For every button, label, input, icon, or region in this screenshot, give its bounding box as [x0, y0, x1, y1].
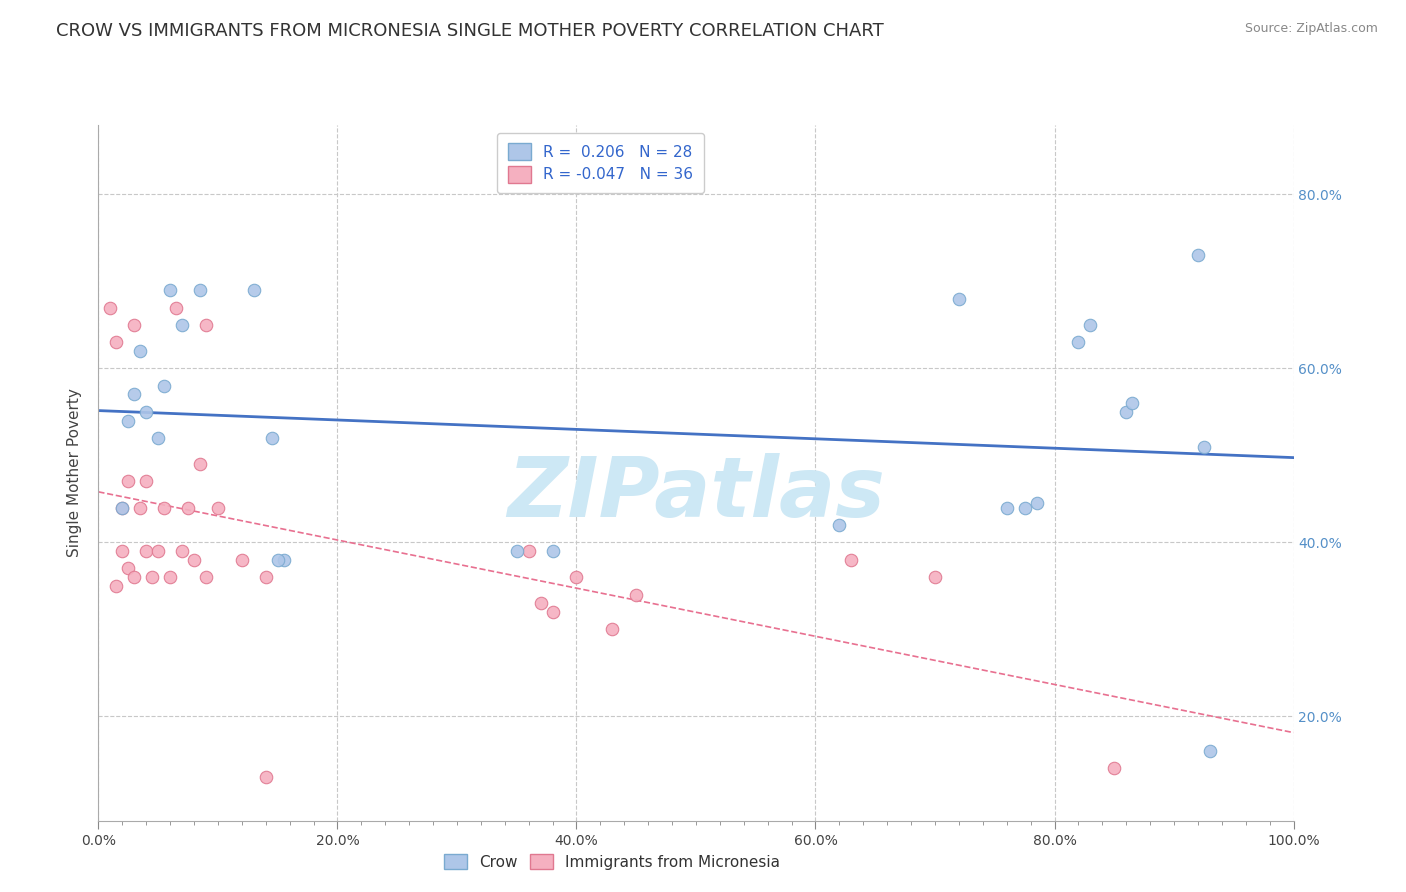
Point	[188, 283, 211, 297]
Point	[172, 318, 194, 332]
Point	[148, 431, 170, 445]
Text: Source: ZipAtlas.com: Source: ZipAtlas.com	[1244, 22, 1378, 36]
Point	[124, 570, 146, 584]
Point	[105, 579, 128, 593]
Point	[529, 596, 551, 610]
Point	[129, 343, 152, 358]
Point	[117, 561, 139, 575]
Point	[207, 500, 229, 515]
Point	[111, 544, 134, 558]
Point	[1080, 318, 1102, 332]
Point	[260, 431, 283, 445]
Point	[243, 283, 266, 297]
Point	[231, 552, 253, 567]
Point	[129, 500, 152, 515]
Point	[541, 544, 564, 558]
Point	[626, 587, 648, 601]
Point	[506, 544, 529, 558]
Point	[1115, 405, 1137, 419]
Point	[1187, 248, 1209, 262]
Legend: Crow, Immigrants from Micronesia: Crow, Immigrants from Micronesia	[439, 848, 786, 876]
Point	[1192, 440, 1215, 454]
Point	[159, 283, 181, 297]
Point	[111, 500, 134, 515]
Point	[995, 500, 1018, 515]
Point	[948, 292, 970, 306]
Point	[267, 552, 290, 567]
Point	[828, 517, 851, 532]
Point	[98, 301, 122, 315]
Point	[111, 500, 134, 515]
Y-axis label: Single Mother Poverty: Single Mother Poverty	[67, 388, 83, 558]
Point	[124, 318, 146, 332]
Point	[159, 570, 181, 584]
Point	[1198, 744, 1220, 758]
Point	[273, 552, 295, 567]
Point	[124, 387, 146, 401]
Point	[148, 544, 170, 558]
Point	[517, 544, 540, 558]
Point	[254, 570, 277, 584]
Point	[141, 570, 163, 584]
Point	[177, 500, 200, 515]
Point	[188, 457, 211, 471]
Point	[183, 552, 205, 567]
Text: ZIPatlas: ZIPatlas	[508, 453, 884, 534]
Point	[1121, 396, 1143, 410]
Point	[924, 570, 946, 584]
Point	[153, 378, 176, 392]
Point	[194, 318, 218, 332]
Point	[135, 475, 157, 489]
Point	[165, 301, 187, 315]
Point	[135, 405, 157, 419]
Point	[602, 623, 624, 637]
Point	[1102, 761, 1125, 775]
Point	[117, 475, 139, 489]
Point	[153, 500, 176, 515]
Point	[172, 544, 194, 558]
Point	[1025, 496, 1047, 510]
Point	[135, 544, 157, 558]
Point	[194, 570, 218, 584]
Point	[541, 605, 564, 619]
Point	[565, 570, 588, 584]
Point	[1014, 500, 1036, 515]
Point	[117, 414, 139, 428]
Point	[1067, 335, 1090, 350]
Text: CROW VS IMMIGRANTS FROM MICRONESIA SINGLE MOTHER POVERTY CORRELATION CHART: CROW VS IMMIGRANTS FROM MICRONESIA SINGL…	[56, 22, 884, 40]
Point	[254, 770, 277, 784]
Point	[105, 335, 128, 350]
Point	[841, 552, 863, 567]
